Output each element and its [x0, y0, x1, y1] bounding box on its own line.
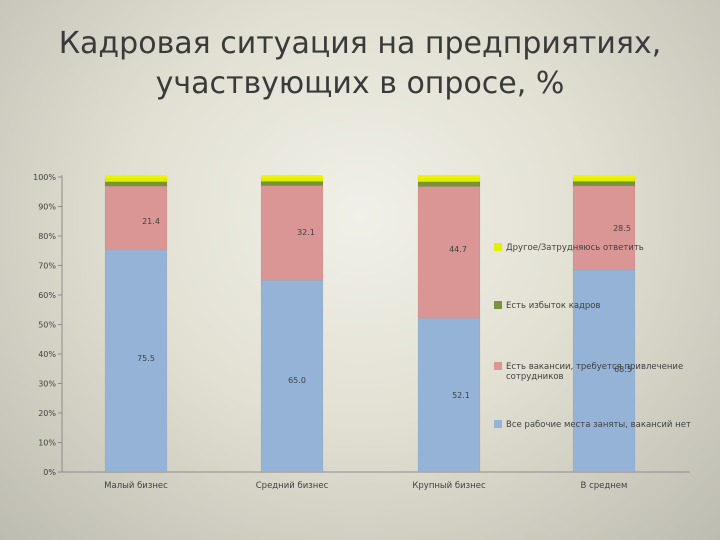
- chart-title: Кадровая ситуация на предприятиях, участ…: [40, 24, 680, 104]
- x-tick-label: Средний бизнес: [256, 481, 329, 491]
- y-tick-label: 10%: [38, 439, 56, 448]
- bar-segment: [572, 269, 636, 473]
- legend: Другое/Затрудняюсь ответить Есть избыток …: [494, 243, 691, 430]
- y-tick-label: 30%: [38, 380, 56, 389]
- bar-segment: [104, 249, 168, 473]
- bar-segment: [260, 185, 324, 281]
- y-tick-label: 50%: [38, 321, 56, 330]
- legend-swatch: [494, 301, 502, 309]
- legend-label: Есть вакансии, требуется привлечение сотр…: [506, 362, 683, 382]
- bar-top-cap: [105, 175, 167, 178]
- legend-swatch: [494, 362, 502, 370]
- legend-swatch: [494, 243, 502, 251]
- y-tick-label: 0%: [43, 468, 56, 477]
- bar-segment: [104, 181, 168, 187]
- bar-segment: [572, 181, 636, 187]
- y-tick-label: 40%: [38, 350, 56, 359]
- legend-swatch: [494, 420, 502, 428]
- x-tick-label: Крупный бизнес: [412, 481, 486, 491]
- plot-area: 0% 10% 20% 30% 40% 50% 60% 70% 80% 90% 100% Малый б…: [33, 173, 690, 491]
- data-label: 68.5: [614, 365, 632, 374]
- data-label: 52.1: [452, 391, 470, 400]
- y-tick-label: 60%: [38, 291, 56, 300]
- bar-segment: [572, 185, 636, 271]
- data-label: 32.1: [297, 228, 315, 237]
- legend-label: Есть избыток кадров: [506, 301, 601, 311]
- x-tick-label: В среднем: [581, 481, 628, 491]
- chart-title-line-2: участвующих в опросе, %: [155, 66, 565, 101]
- legend-label: Все рабочие места заняты, вакансий нет: [506, 420, 691, 430]
- data-label: 75.5: [137, 354, 155, 363]
- y-tick-label: 20%: [38, 409, 56, 418]
- legend-label: Другое/Затрудняюсь ответить: [506, 243, 644, 253]
- data-label: 65.0: [288, 376, 306, 385]
- chart-title-line-1: Кадровая ситуация на предприятиях,: [58, 26, 662, 61]
- bar-segment: [417, 181, 481, 187]
- bar-segment: [260, 181, 324, 186]
- y-tick-label: 80%: [38, 232, 56, 241]
- data-label: 44.7: [449, 245, 467, 254]
- data-label: 28.5: [613, 224, 631, 233]
- bar-top-cap: [418, 175, 480, 178]
- data-label: 21.4: [142, 217, 160, 226]
- bar-top-cap: [573, 175, 635, 178]
- y-tick-label: 100%: [33, 173, 56, 182]
- bar-top-cap: [261, 175, 323, 178]
- bar-segment: [417, 318, 481, 473]
- y-tick-label: 90%: [38, 203, 56, 212]
- x-tick-label: Малый бизнес: [104, 481, 168, 491]
- y-tick-label: 70%: [38, 262, 56, 271]
- bar-segment: [417, 186, 481, 319]
